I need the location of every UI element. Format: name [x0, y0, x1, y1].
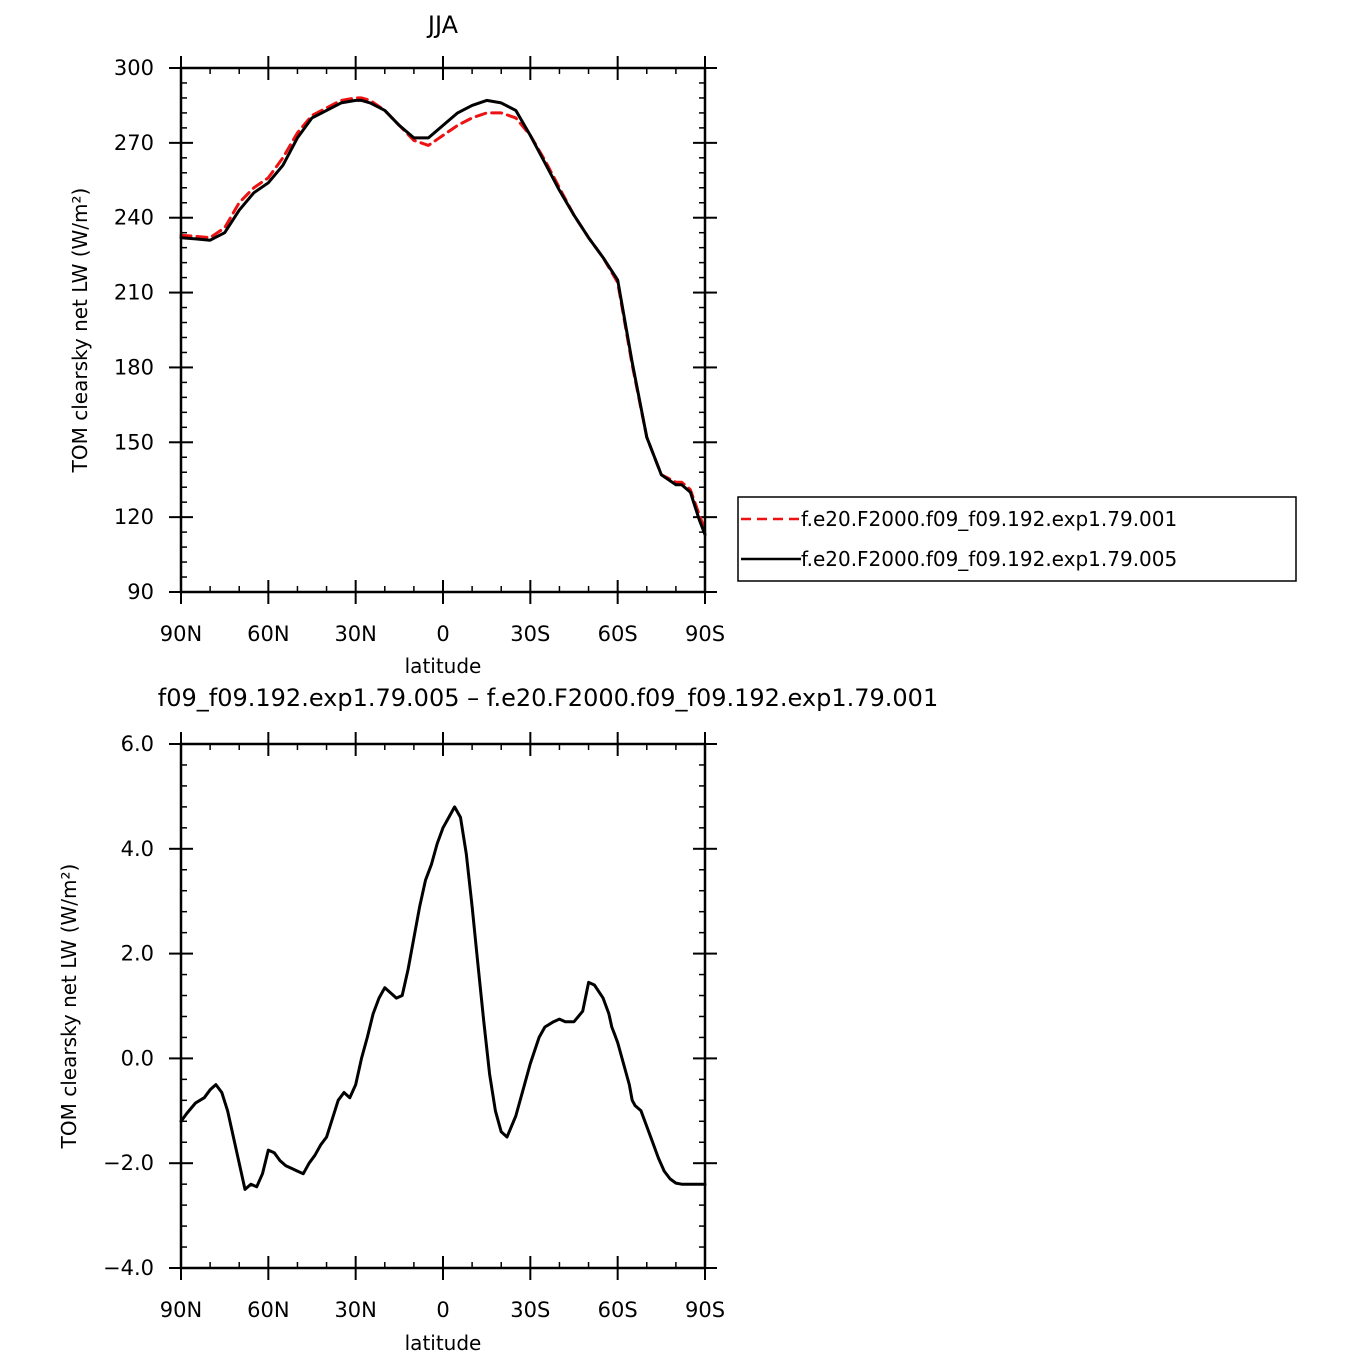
top-y-tick-label: 270	[114, 131, 154, 155]
bottom-y-tick-label: −4.0	[103, 1256, 154, 1280]
top-x-axis-label: latitude	[405, 654, 482, 678]
top-x-tick-label: 30N	[334, 622, 376, 646]
top-y-tick-label: 90	[127, 580, 154, 604]
top-x-tick-label: 60S	[598, 622, 638, 646]
top-plot-frame	[179, 66, 707, 594]
bottom-y-axis-label: TOM clearsky net LW (W/m²)	[57, 864, 81, 1150]
bottom-chart-title: f09_f09.192.exp1.79.005 – f.e20.F2000.f0…	[158, 684, 938, 712]
top-y-tick-label: 300	[114, 56, 154, 80]
bottom-y-tick-label: 0.0	[121, 1046, 154, 1070]
bottom-series-line-0	[179, 805, 707, 1191]
bottom-panel: f09_f09.192.exp1.79.005 – f.e20.F2000.f0…	[57, 684, 938, 1355]
top-y-ticks: 90 120 150 180 210 240 270 300	[114, 56, 717, 604]
bottom-y-tick-label: 6.0	[121, 732, 154, 756]
top-y-tick-label: 120	[114, 505, 154, 529]
bottom-x-tick-label: 60S	[598, 1298, 638, 1322]
top-series-lines	[179, 96, 707, 537]
legend-entry-001: f.e20.F2000.f09_f09.192.exp1.79.001	[801, 507, 1177, 531]
top-x-tick-label: 0	[436, 622, 449, 646]
top-chart-title: JJA	[426, 11, 459, 39]
bottom-series-lines	[179, 805, 707, 1191]
top-series-line-0	[179, 96, 707, 532]
bottom-x-tick-label: 90S	[685, 1298, 725, 1322]
legend: f.e20.F2000.f09_f09.192.exp1.79.001 f.e2…	[737, 496, 1297, 582]
top-x-ticks: 90N 60N 30N 0 30S 60S 90S	[160, 56, 725, 646]
bottom-x-tick-label: 90N	[160, 1298, 202, 1322]
legend-entry-005: f.e20.F2000.f09_f09.192.exp1.79.005	[801, 547, 1177, 571]
bottom-x-ticks: 90N 60N 30N 0 30S 60S 90S	[160, 732, 725, 1322]
legend-box	[737, 496, 1297, 582]
top-y-tick-label: 150	[114, 430, 154, 454]
top-x-tick-label: 30S	[510, 622, 550, 646]
bottom-x-tick-label: 0	[436, 1298, 449, 1322]
top-y-tick-label: 210	[114, 281, 154, 305]
top-series-line-1	[179, 98, 707, 537]
bottom-y-tick-label: 2.0	[121, 942, 154, 966]
top-y-tick-label: 240	[114, 206, 154, 230]
top-x-tick-label: 60N	[247, 622, 289, 646]
top-panel: JJA 90 120 150 180 210 240 270 300 90N 60N 30N 0 30…	[68, 11, 725, 678]
top-x-tick-label: 90N	[160, 622, 202, 646]
bottom-y-ticks: −4.0 −2.0 0.0 2.0 4.0 6.0	[103, 732, 717, 1280]
bottom-plot-frame	[179, 742, 707, 1270]
bottom-x-tick-label: 30N	[334, 1298, 376, 1322]
top-y-tick-label: 180	[114, 355, 154, 379]
bottom-y-tick-label: −2.0	[103, 1151, 154, 1175]
top-x-tick-label: 90S	[685, 622, 725, 646]
bottom-x-tick-label: 30S	[510, 1298, 550, 1322]
top-y-axis-label: TOM clearsky net LW (W/m²)	[68, 188, 92, 474]
bottom-y-tick-label: 4.0	[121, 837, 154, 861]
bottom-x-axis-label: latitude	[405, 1331, 482, 1355]
bottom-x-tick-label: 60N	[247, 1298, 289, 1322]
